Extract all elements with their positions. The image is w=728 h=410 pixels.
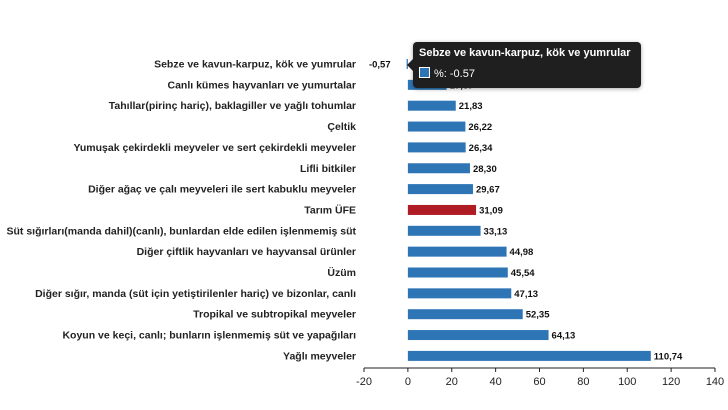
bar (407, 246, 507, 257)
data-label: 28,30 (473, 164, 497, 175)
data-label: 29,67 (476, 185, 500, 196)
x-tick-label: 140 (706, 376, 724, 388)
bar (407, 309, 523, 320)
data-label: 26,34 (469, 143, 493, 154)
data-label: 64,13 (552, 331, 576, 342)
data-label: 33,13 (484, 226, 508, 237)
data-label: 110,74 (654, 351, 683, 362)
category-label: Canlı kümes hayvanları ve yumurtalar (167, 79, 356, 91)
category-label: Sebze ve kavun-karpuz, kök ve yumrular (154, 59, 356, 71)
category-label: Koyun ve keçi, canlı; bunların işlenmemi… (62, 330, 356, 342)
tooltip-row: %: -0.57 (419, 67, 475, 80)
x-tick-label: 0 (405, 376, 411, 388)
category-label: Süt sığırları(manda dahil)(canlı), bunla… (7, 225, 357, 237)
bar (407, 225, 481, 236)
category-label: Çeltik (327, 121, 356, 133)
bar (407, 350, 651, 361)
x-tick-label: 120 (662, 376, 680, 388)
x-tick-label: -20 (356, 376, 372, 388)
category-label: Lifli bitkiler (300, 163, 356, 175)
bar (407, 142, 466, 153)
category-label: Tarım ÜFE (304, 203, 356, 216)
category-label: Üzüm (327, 266, 356, 279)
x-tick-label: 40 (490, 376, 502, 388)
x-tick-label: 20 (446, 376, 458, 388)
x-tick-label: 60 (533, 376, 545, 388)
data-label: 52,35 (526, 310, 550, 321)
category-label: Yumuşak çekirdekli meyveler ve sert çeki… (73, 142, 356, 154)
tooltip-arrow (407, 59, 413, 71)
data-label: 26,22 (468, 122, 492, 133)
category-label: Yağlı meyveler (283, 350, 356, 362)
data-label: 47,13 (514, 289, 538, 300)
category-label: Tropikal ve subtropikal meyveler (193, 309, 356, 321)
category-label: Diğer çiftlik hayvanları ve hayvansal ür… (137, 246, 356, 258)
bar (407, 288, 512, 299)
data-label: 21,83 (459, 101, 483, 112)
bar (407, 163, 470, 174)
tooltip-title: Sebze ve kavun-karpuz, kök ve yumrular (419, 47, 631, 59)
bar (407, 100, 456, 111)
category-label: Diğer ağaç ve çalı meyveleri ile sert ka… (88, 184, 356, 196)
bar (407, 121, 466, 132)
tooltip-value: %: -0.57 (434, 68, 475, 80)
bar (407, 330, 549, 341)
tooltip-swatch (419, 67, 430, 78)
category-label: Diğer sığır, manda (süt için yetiştirile… (35, 288, 356, 300)
tooltip: Sebze ve kavun-karpuz, kök ve yumrular %… (407, 42, 641, 88)
data-label: 31,09 (479, 205, 503, 216)
bar (407, 267, 508, 278)
data-label: 44,98 (510, 247, 534, 258)
x-tick-label: 100 (618, 376, 636, 388)
bar (407, 184, 473, 195)
data-label: -0,57 (369, 60, 391, 71)
data-label: 45,54 (511, 268, 535, 279)
bar (407, 204, 477, 215)
category-label: Tahıllar(pirinç hariç), baklagiller ve y… (109, 100, 356, 112)
x-tick-label: 80 (577, 376, 589, 388)
